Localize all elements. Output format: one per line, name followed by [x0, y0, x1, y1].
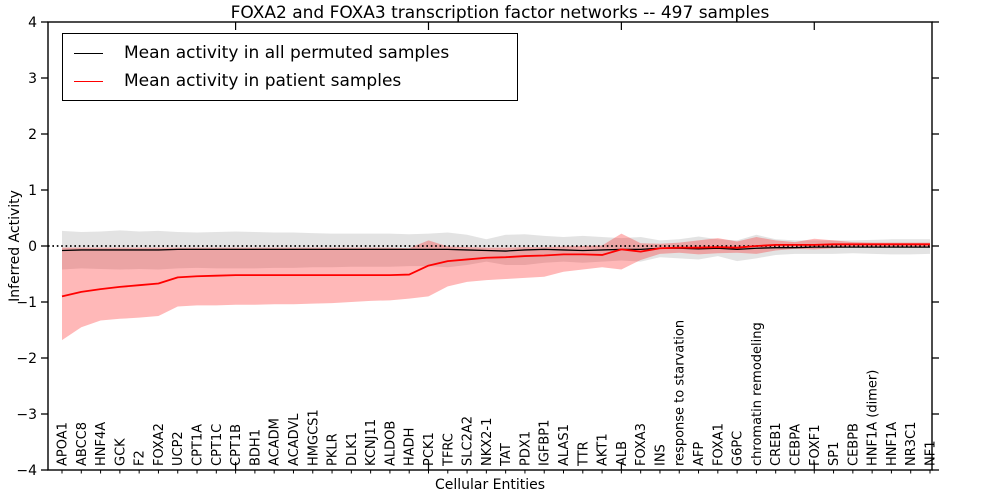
y-tick-label: 4: [28, 15, 37, 31]
x-category-label: AKT1: [596, 433, 611, 466]
x-category-label: ALDOB: [383, 421, 398, 466]
x-category-label: ALB: [615, 441, 630, 466]
x-category-label: FOXA2: [152, 423, 167, 466]
x-category-label: AFP: [692, 442, 707, 466]
y-axis-label: Inferred Activity: [7, 190, 23, 302]
x-category-label: CPT1C: [210, 424, 225, 466]
x-category-label: F2: [133, 450, 148, 466]
legend-item-patient: Mean activity in patient samples: [74, 69, 513, 93]
x-category-label: UCP2: [171, 431, 186, 466]
x-category-label: ACADM: [268, 418, 283, 466]
x-category-label: CEBPA: [788, 424, 803, 466]
x-category-label: HNF4A: [94, 422, 109, 466]
permuted-std-band: [62, 230, 930, 270]
permuted-mean-line: [61, 246, 930, 252]
x-category-label: CPT1A: [191, 424, 206, 466]
legend: Mean activity in all permuted samples Mea…: [62, 33, 518, 101]
x-category-label: HNF1A: [885, 422, 900, 466]
x-category-label: GCK: [113, 438, 128, 466]
x-category-label: HMGCS1: [306, 409, 321, 466]
y-tick-label: −3: [16, 407, 37, 423]
x-category-label: BDH1: [248, 429, 263, 466]
x-category-label: NKX2-1: [480, 418, 495, 466]
x-category-label: FOXF1: [808, 424, 823, 466]
x-category-label: chromatin remodeling: [750, 322, 765, 466]
y-tick-label: 2: [28, 127, 37, 143]
x-category-label: FOXA3: [634, 423, 649, 466]
patient-mean-line: [61, 243, 930, 298]
legend-line-patient: [74, 80, 103, 82]
x-category-label: IGFBP1: [538, 420, 553, 466]
x-category-label: TAT: [499, 443, 514, 467]
y-tick-label: 0: [28, 239, 37, 255]
x-category-label: CPT1B: [229, 424, 244, 466]
x-category-label: ACADVL: [287, 413, 302, 466]
x-category-label: CREB1: [769, 422, 784, 466]
legend-item-label: Mean activity in patient samples: [124, 71, 402, 91]
patient-std-band: [62, 233, 930, 341]
x-category-label: response to starvation: [673, 320, 688, 466]
x-category-label: NR3C1: [904, 422, 919, 466]
chart-title: FOXA2 and FOXA3 transcription factor net…: [230, 3, 770, 23]
y-tick-label: −1: [16, 295, 37, 311]
y-tick-label: 1: [28, 183, 37, 199]
x-category-label: INS: [653, 444, 668, 466]
x-category-label: ABCC8: [75, 422, 90, 466]
x-category-label: ALAS1: [557, 424, 572, 466]
x-category-label: SLC2A2: [461, 416, 476, 466]
x-category-label: PKLR: [326, 433, 341, 466]
x-category-label: TTR: [576, 441, 591, 467]
legend-item-permuted: Mean activity in all permuted samples: [74, 41, 513, 65]
x-category-label: DLK1: [345, 432, 360, 466]
x-category-label: PCK1: [422, 432, 437, 466]
x-category-label: SP1: [827, 442, 842, 466]
x-category-label: FOXA1: [711, 423, 726, 466]
x-category-label: APOA1: [56, 422, 71, 466]
x-category-label: HADH: [403, 428, 418, 466]
x-axis-label: Cellular Entities: [434, 477, 546, 493]
x-category-label: G6PC: [731, 431, 746, 466]
y-tick-label: −2: [16, 351, 37, 367]
legend-line-permuted: [74, 52, 103, 54]
x-category-label: CEBPB: [846, 423, 861, 466]
y-tick-label: 3: [28, 71, 37, 87]
x-category-label: NF1: [924, 441, 939, 466]
x-category-label: TFRC: [441, 433, 456, 467]
x-category-label: HNF1A (dimer): [866, 370, 881, 466]
x-category-label: PDX1: [518, 431, 533, 466]
x-category-label: KCNJ11: [364, 419, 379, 466]
legend-item-label: Mean activity in all permuted samples: [124, 43, 450, 63]
y-tick-label: −4: [16, 463, 37, 479]
